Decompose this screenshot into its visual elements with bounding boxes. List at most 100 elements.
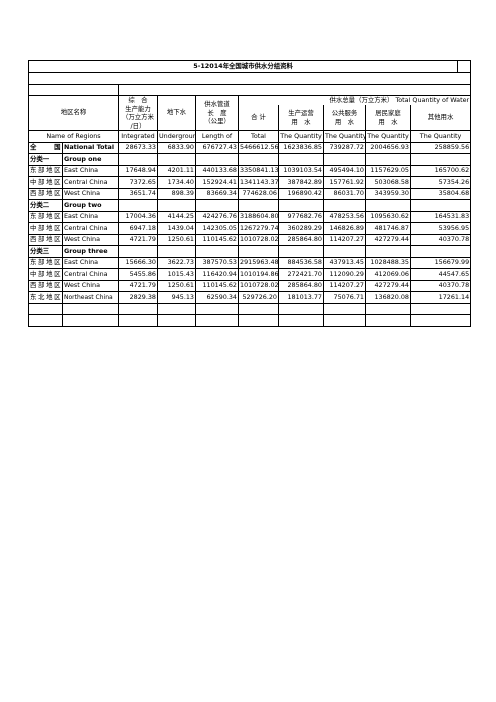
value-cell: 272421.70: [278, 268, 324, 281]
value-cell: [278, 153, 324, 166]
value-cell: 478253.56: [323, 210, 366, 223]
value-cell: 945.13: [157, 291, 196, 304]
pipe-header-en: Length of: [195, 130, 239, 143]
region-name-en: East China: [62, 164, 119, 177]
value-cell: 53956.95: [409, 222, 472, 235]
table-row: 中部地区 Central China 6947.18 1439.04 142305.05…: [28, 222, 472, 235]
value-cell: 1439.04: [157, 222, 196, 235]
table-row: 东部地区 East China 17004.36 4144.25 424276.76 31…: [28, 210, 472, 223]
value-cell: 15666.30: [118, 256, 158, 269]
value-cell: 1341143.37: [238, 176, 279, 189]
value-cell: [238, 245, 279, 258]
value-cell: 387570.53: [195, 256, 239, 269]
other-header-en: The Quantity: [409, 130, 472, 143]
value-cell: 2829.38: [118, 291, 158, 304]
region-name-en: Central China: [62, 268, 119, 281]
region-name-cn: 西部地区: [28, 233, 63, 246]
region-name-en: East China: [62, 256, 119, 269]
value-cell: 40370.78: [409, 233, 472, 246]
region-header-en: Name of Regions: [28, 130, 119, 143]
value-cell: 2915963.48: [238, 256, 279, 269]
household-header-en: The Quantity: [365, 130, 411, 143]
value-cell: 112090.29: [323, 268, 366, 281]
value-cell: [118, 199, 158, 212]
table-row: 东部地区 East China 17648.94 4201.11 440133.68 33…: [28, 164, 472, 177]
value-cell: [157, 153, 196, 166]
empty-row: [28, 314, 472, 327]
value-cell: 156679.99: [409, 256, 472, 269]
production-header-en: The Quantity: [278, 130, 324, 143]
value-cell: 1250.61: [157, 233, 196, 246]
region-name-cn: 中部地区: [28, 268, 63, 281]
table-row: 全 国 National Total 28673.33 6833.90 676727.4…: [28, 141, 472, 154]
value-cell: 1250.61: [157, 279, 196, 292]
value-cell: 57354.26: [409, 176, 472, 189]
value-cell: 412069.06: [365, 268, 411, 281]
group-row: 分类三 Group three: [28, 245, 472, 258]
region-name-cn: 东北地区: [28, 291, 63, 304]
value-cell: 164531.83: [409, 210, 472, 223]
value-cell: 1010728.02: [238, 279, 279, 292]
value-cell: [365, 245, 411, 258]
value-cell: 427279.44: [365, 233, 411, 246]
value-cell: 114207.27: [323, 279, 366, 292]
value-cell: 116420.94: [195, 268, 239, 281]
table-row: 东部地区 East China 15666.30 3622.73 387570.53 29…: [28, 256, 472, 269]
value-cell: 17261.14: [409, 291, 472, 304]
value-cell: [195, 245, 239, 258]
household-header-cn: 居民家庭用 水: [365, 105, 411, 131]
value-cell: 5455.86: [118, 268, 158, 281]
value-cell: [409, 199, 472, 212]
value-cell: 977682.76: [278, 210, 324, 223]
region-name-cn: 西部地区: [28, 187, 63, 200]
value-cell: 1010728.02: [238, 233, 279, 246]
spreadsheet: 5-12014年全国城市供水分组资料 地区名称 综 合生产能力 （万立方米/日） …: [27, 60, 472, 327]
value-cell: 529726.20: [238, 291, 279, 304]
value-cell: [195, 153, 239, 166]
value-cell: 424276.76: [195, 210, 239, 223]
value-cell: 5466612.56: [238, 141, 279, 154]
value-cell: 4144.25: [157, 210, 196, 223]
region-name-en: East China: [62, 210, 119, 223]
table-row: 西部地区 West China 3651.74 898.39 83669.34 77462…: [28, 187, 472, 200]
region-name-en: Northeast China: [62, 291, 119, 304]
value-cell: [238, 153, 279, 166]
value-cell: [323, 199, 366, 212]
value-cell: 110145.62: [195, 233, 239, 246]
value-cell: [323, 153, 366, 166]
total-quantity-header: 供水总量（万立方米） Total Quantity of Water: [237, 95, 472, 105]
value-cell: 40370.78: [409, 279, 472, 292]
region-name-cn: 分类一: [28, 153, 63, 166]
table-row: 中部地区 Central China 5455.86 1015.43 116420.94…: [28, 268, 472, 281]
blank-row: [27, 72, 472, 85]
production-header-cn: 生产运营用 水: [278, 105, 324, 131]
table-row: 中部地区 Central China 7372.65 1734.40 152924.41…: [28, 176, 472, 189]
value-cell: [157, 199, 196, 212]
table-row: 西部地区 West China 4721.79 1250.61 110145.62 101…: [28, 233, 472, 246]
value-cell: 360289.29: [278, 222, 324, 235]
value-cell: 495494.10: [323, 164, 366, 177]
underground-header-cn: 地下水: [157, 95, 196, 131]
value-cell: [278, 199, 324, 212]
total-header-cn: 合 计: [238, 105, 279, 131]
value-cell: 114207.27: [323, 233, 366, 246]
underground-header-en: Undergroun: [157, 130, 196, 143]
value-cell: 3622.73: [157, 256, 196, 269]
value-cell: 440133.68: [195, 164, 239, 177]
value-cell: [409, 153, 472, 166]
value-cell: 181013.77: [278, 291, 324, 304]
value-cell: 146826.89: [323, 222, 366, 235]
region-name-en: Group one: [62, 153, 119, 166]
value-cell: 1028488.35: [365, 256, 411, 269]
region-name-cn: 东部地区: [28, 210, 63, 223]
value-cell: 28673.33: [118, 141, 158, 154]
value-cell: 884536.58: [278, 256, 324, 269]
value-cell: 3350841.13: [238, 164, 279, 177]
capacity-header-cn: 综 合生产能力 （万立方米/日）: [118, 95, 158, 131]
region-name-en: Central China: [62, 176, 119, 189]
group-row: 分类一 Group one: [28, 153, 472, 166]
region-name-cn: 西部地区: [28, 279, 63, 292]
public-header-en: The Quantity: [323, 130, 366, 143]
value-cell: 62590.34: [195, 291, 239, 304]
region-header-cn: 地区名称: [28, 95, 119, 131]
